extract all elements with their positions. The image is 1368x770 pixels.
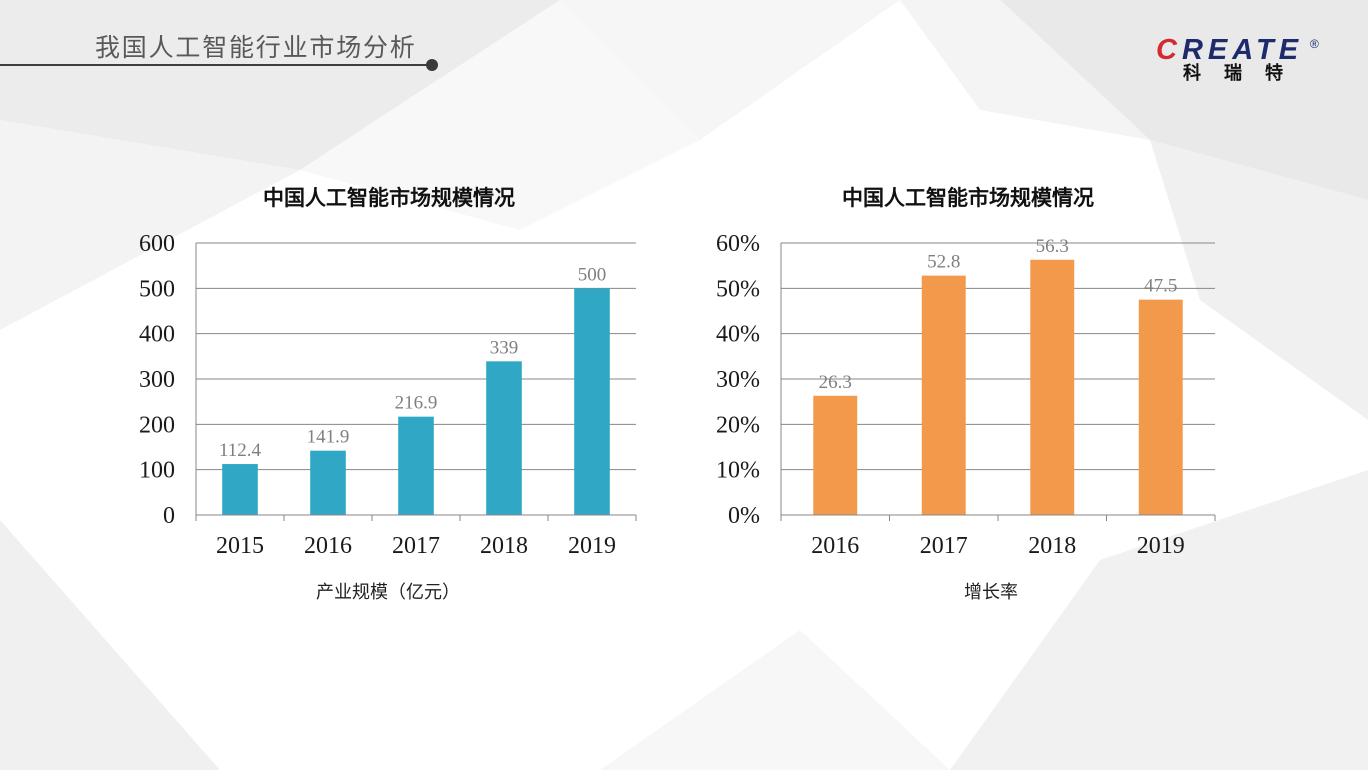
data-label: 47.5 [1144, 276, 1177, 297]
data-label: 112.4 [219, 440, 262, 461]
x-tick-label: 2017 [392, 533, 440, 559]
bar [486, 361, 522, 515]
company-logo: CREATE ® 科瑞特 [1150, 30, 1330, 86]
logo-wordmark: CREATE [1156, 34, 1304, 66]
data-label: 141.9 [307, 427, 350, 448]
bar [398, 416, 434, 515]
x-tick-label: 2016 [304, 533, 352, 559]
x-tick-label: 2015 [216, 533, 264, 559]
bar [310, 450, 346, 515]
chart-left-plot: 0 100 200 300 400 500 600 112.4 2015 141.9 2016 216… [139, 231, 637, 559]
y-tick-label: 20% [716, 412, 760, 438]
x-tick-label: 2019 [1137, 533, 1185, 559]
chart-right-series-label: 增长率 [964, 582, 1018, 603]
bar [813, 395, 858, 515]
bar [222, 464, 258, 515]
chart-left-series-label: 产业规模（亿元） [316, 582, 460, 603]
logo-chinese-name: 科瑞特 [1183, 63, 1306, 83]
y-tick-label: 50% [716, 276, 760, 302]
page-title: 我国人工智能行业市场分析 [95, 33, 417, 62]
y-tick-label: 200 [139, 412, 175, 438]
y-tick-label: 400 [139, 322, 175, 348]
title-underline [0, 64, 428, 66]
chart-right-title: 中国人工智能市场规模情况 [842, 186, 1094, 210]
registered-mark: ® [1310, 37, 1319, 51]
data-label: 216.9 [395, 393, 438, 414]
x-tick-label: 2018 [1028, 533, 1076, 559]
data-label: 26.3 [819, 372, 852, 393]
x-tick-label: 2016 [811, 533, 859, 559]
x-tick-label: 2018 [480, 533, 528, 559]
y-tick-label: 600 [139, 231, 175, 257]
chart-left-title: 中国人工智能市场规模情况 [263, 186, 515, 210]
y-tick-label: 300 [139, 367, 175, 393]
bar [1030, 259, 1075, 515]
y-tick-label: 0 [163, 503, 175, 529]
chart-right-plot: 0% 10% 20% 30% 40% 50% 60% 26.3 2016 52.8 2017 56.3… [716, 231, 1216, 559]
y-tick-label: 40% [716, 322, 760, 348]
y-tick-label: 10% [716, 458, 760, 484]
data-label: 500 [578, 264, 607, 285]
x-tick-label: 2017 [920, 533, 968, 559]
x-tick-label: 2019 [568, 533, 616, 559]
bar [574, 288, 610, 515]
y-tick-label: 30% [716, 367, 760, 393]
title-underline-dot [426, 59, 438, 71]
y-tick-label: 60% [716, 231, 760, 257]
y-tick-label: 0% [728, 503, 760, 529]
y-tick-label: 100 [139, 458, 175, 484]
bar [1138, 299, 1183, 515]
data-label: 339 [490, 337, 519, 358]
y-tick-label: 500 [139, 276, 175, 302]
bar [921, 275, 966, 515]
data-label: 52.8 [927, 252, 960, 273]
data-label: 56.3 [1036, 236, 1069, 257]
